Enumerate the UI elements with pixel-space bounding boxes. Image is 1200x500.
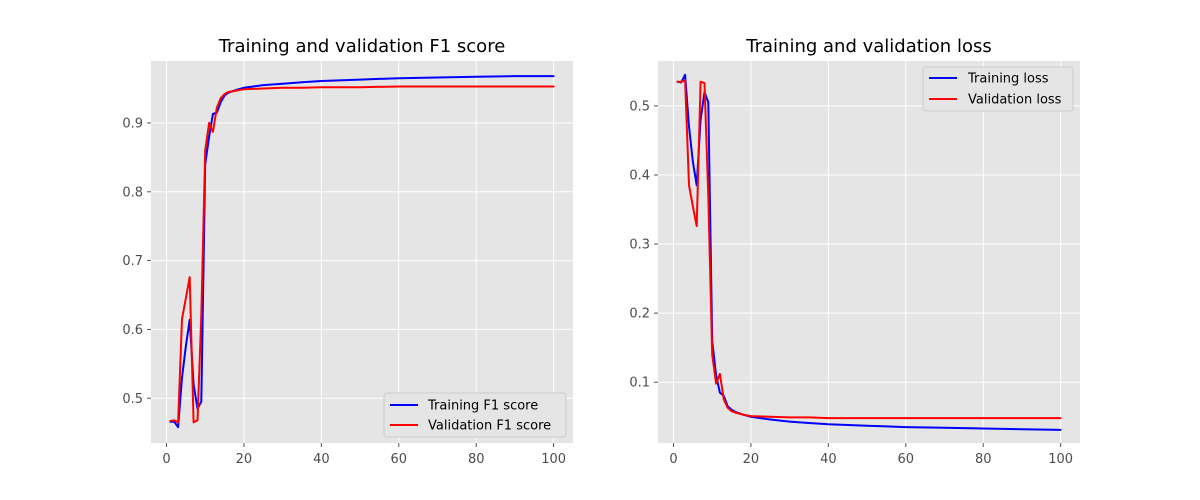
x-tick-label: 60: [898, 452, 915, 467]
y-tick-label: 0.2: [629, 307, 650, 322]
series-line-training: [676, 73, 1062, 431]
tick-labels: 0 20 40 60 80 100 0.1 0.2 0.3 0.4 0.5: [629, 99, 1073, 467]
legend-label-training: Training loss: [967, 72, 1049, 87]
x-tick-label: 0: [162, 452, 170, 467]
legend-box: [383, 392, 567, 438]
y-tick-label: 0.1: [629, 376, 650, 391]
y-tick-label: 0.7: [122, 254, 143, 269]
y-tick-label: 0.3: [629, 238, 650, 253]
legend: Training F1 score Validation F1 score: [383, 392, 567, 438]
y-tick-label: 0.4: [629, 168, 650, 183]
x-tick-label: 60: [391, 452, 408, 467]
series-line-validation: [169, 85, 555, 424]
grid: [658, 61, 1080, 443]
loss-chart: 0 20 40 60 80 100 0.1 0.2 0.3 0.4 0.5 Training and…: [629, 36, 1080, 467]
x-tick-label: 0: [669, 452, 677, 467]
legend: Training loss Validation loss: [922, 66, 1074, 112]
series-line-validation: [676, 79, 1062, 420]
x-tick-label: 80: [468, 452, 485, 467]
y-tick-label: 0.5: [629, 99, 650, 114]
legend-label-training: Training F1 score: [427, 399, 538, 414]
x-tick-label: 40: [820, 452, 837, 467]
x-tick-label: 80: [975, 452, 992, 467]
y-tick-label: 0.9: [122, 116, 143, 131]
legend-label-validation: Validation F1 score: [428, 419, 551, 434]
plot-area: [151, 61, 573, 443]
tick-labels: 0 20 40 60 80 100 0.5 0.6 0.7 0.8 0.9: [122, 116, 566, 467]
series-lines: [169, 75, 555, 429]
y-tick-label: 0.5: [122, 392, 143, 407]
legend-box: [922, 66, 1074, 112]
series-lines: [676, 73, 1062, 431]
x-tick-label: 20: [743, 452, 760, 467]
x-tick-label: 20: [236, 452, 253, 467]
f1-score-chart: 0 20 40 60 80 100 0.5 0.6 0.7 0.8 0.9 Training and…: [122, 36, 573, 467]
x-tick-label: 100: [1048, 452, 1073, 467]
plot-area: [658, 61, 1080, 443]
x-tick-label: 100: [541, 452, 566, 467]
series-line-training: [169, 75, 555, 429]
chart-title: Training and validation loss: [745, 36, 991, 57]
y-tick-label: 0.6: [122, 323, 143, 338]
y-tick-label: 0.8: [122, 185, 143, 200]
legend-label-validation: Validation loss: [968, 93, 1062, 108]
x-tick-label: 40: [313, 452, 330, 467]
chart-title: Training and validation F1 score: [218, 36, 506, 57]
